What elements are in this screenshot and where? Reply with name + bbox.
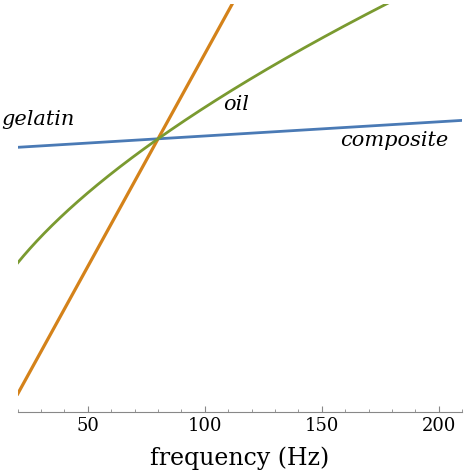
X-axis label: frequency (Hz): frequency (Hz)	[150, 447, 329, 470]
Text: gelatin: gelatin	[1, 109, 75, 128]
Text: composite: composite	[340, 131, 449, 150]
Text: oil: oil	[224, 95, 249, 114]
